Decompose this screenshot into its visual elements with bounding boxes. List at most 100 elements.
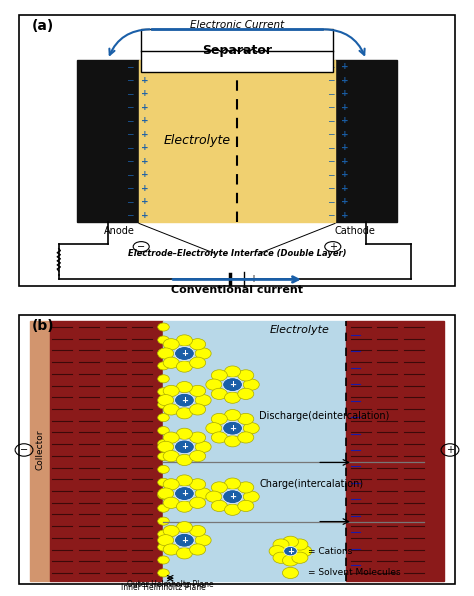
Circle shape [163, 544, 179, 555]
Text: = Cations: = Cations [308, 547, 353, 555]
Circle shape [238, 432, 254, 443]
Text: +: + [287, 547, 294, 555]
Text: Electrolyte: Electrolyte [164, 134, 230, 147]
Circle shape [206, 379, 222, 390]
Circle shape [174, 533, 194, 547]
Circle shape [190, 386, 206, 396]
Text: −: − [126, 143, 134, 152]
Text: Discharge(deintercalation): Discharge(deintercalation) [259, 411, 390, 421]
Circle shape [206, 491, 222, 502]
Text: Electrode–Electrolyte Interface (Double Layer): Electrode–Electrolyte Interface (Double … [128, 249, 346, 258]
Circle shape [163, 479, 179, 490]
Text: −: − [126, 89, 134, 98]
Circle shape [158, 478, 169, 486]
Circle shape [176, 361, 192, 372]
Text: Inner Helmholtz Plane: Inner Helmholtz Plane [121, 583, 206, 592]
Text: +: + [341, 103, 349, 111]
Circle shape [243, 423, 259, 434]
Circle shape [223, 490, 242, 504]
Text: Collector: Collector [36, 430, 45, 470]
Text: +: + [229, 424, 236, 433]
Circle shape [163, 386, 179, 396]
Circle shape [176, 548, 192, 559]
Text: +: + [181, 349, 188, 358]
Text: −: − [126, 157, 134, 166]
Circle shape [296, 545, 312, 557]
Text: +: + [181, 396, 188, 405]
Circle shape [238, 388, 254, 399]
Text: +: + [140, 103, 148, 111]
Circle shape [225, 409, 241, 421]
Text: +: + [341, 76, 349, 85]
Text: −: − [126, 210, 134, 219]
Text: +: + [140, 157, 148, 166]
Circle shape [163, 432, 179, 443]
Circle shape [283, 536, 299, 547]
Text: +: + [341, 210, 349, 219]
Circle shape [190, 451, 206, 462]
Text: Outer Helmholtz Plane: Outer Helmholtz Plane [127, 580, 213, 589]
Text: +: + [249, 274, 257, 284]
Circle shape [158, 517, 169, 525]
Bar [335, 60, 397, 222]
Text: −: − [327, 62, 334, 71]
Circle shape [284, 547, 297, 556]
Text: (b): (b) [32, 319, 55, 333]
Circle shape [176, 501, 192, 512]
Text: −: − [327, 129, 334, 138]
Circle shape [163, 339, 179, 350]
Circle shape [163, 451, 179, 462]
Text: +: + [181, 489, 188, 498]
Circle shape [283, 567, 299, 579]
Circle shape [190, 357, 206, 368]
Bar [164, 321, 346, 581]
Text: +: + [341, 129, 349, 138]
Circle shape [292, 539, 308, 550]
Circle shape [158, 556, 169, 564]
Circle shape [158, 569, 169, 577]
Circle shape [158, 323, 169, 331]
Circle shape [176, 428, 192, 439]
Circle shape [190, 339, 206, 350]
Text: +: + [229, 380, 236, 389]
Text: +: + [341, 197, 349, 206]
Text: −: − [327, 103, 334, 111]
Circle shape [238, 500, 254, 511]
Text: +: + [341, 89, 349, 98]
Text: −: − [126, 103, 134, 111]
Text: Electrolyte: Electrolyte [269, 325, 329, 336]
Text: −: − [126, 170, 134, 179]
Text: −: − [126, 116, 134, 125]
Circle shape [158, 465, 169, 473]
Text: +: + [140, 197, 148, 206]
Text: Conventional current: Conventional current [171, 285, 303, 295]
Circle shape [158, 488, 174, 499]
Text: Charge(intercalation): Charge(intercalation) [259, 479, 364, 489]
Text: e⁻: e⁻ [166, 33, 178, 44]
Text: (a): (a) [32, 19, 55, 33]
Text: +: + [341, 170, 349, 179]
Text: Separator: Separator [202, 44, 272, 57]
Circle shape [225, 366, 241, 377]
Text: +: + [140, 170, 148, 179]
Circle shape [211, 432, 228, 443]
Circle shape [163, 404, 179, 415]
Circle shape [158, 349, 169, 357]
Circle shape [211, 370, 228, 381]
Circle shape [158, 491, 169, 499]
Bar [50, 321, 164, 581]
Circle shape [243, 379, 259, 390]
Text: Cathode: Cathode [335, 226, 375, 236]
Circle shape [174, 440, 194, 454]
Text: +: + [140, 76, 148, 85]
Circle shape [158, 441, 174, 452]
Text: −: − [327, 210, 334, 219]
Circle shape [211, 500, 228, 511]
Bar [139, 60, 335, 222]
Text: −: − [126, 184, 134, 193]
Circle shape [223, 421, 242, 435]
Circle shape [273, 539, 289, 550]
Text: −: − [327, 170, 334, 179]
Circle shape [158, 530, 169, 538]
Circle shape [190, 479, 206, 490]
